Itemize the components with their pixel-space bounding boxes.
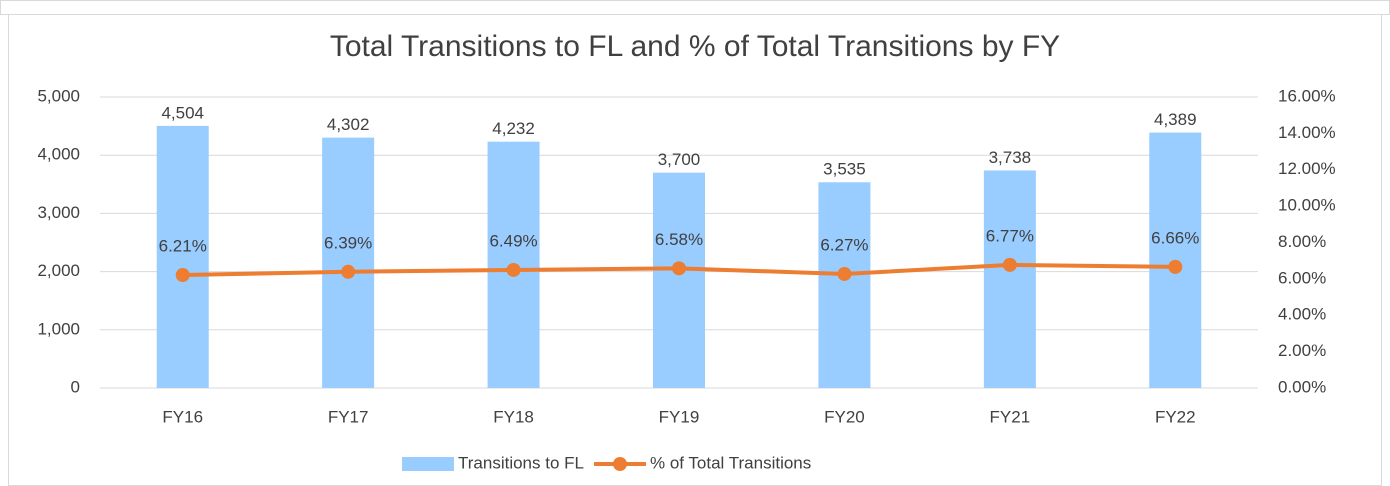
legend-swatch (402, 457, 454, 471)
cell-row (0, 0, 1390, 15)
line-marker (506, 262, 521, 277)
y2-tick-label: 10.00% (1278, 196, 1336, 215)
chart-title: Total Transitions to FL and % of Total T… (330, 30, 1060, 63)
bar (322, 137, 375, 388)
line-value-label: 6.77% (986, 226, 1034, 245)
line-marker (1002, 257, 1017, 272)
line-value-label: 6.27% (820, 235, 868, 254)
x-tick-label: FY16 (162, 407, 203, 426)
line-value-label: 6.66% (1151, 228, 1199, 247)
legend-marker (612, 457, 627, 471)
bar-value-label: 4,504 (161, 103, 204, 122)
line-marker (175, 268, 190, 283)
bar (653, 172, 705, 388)
bar (983, 170, 1036, 388)
line-value-label: 6.21% (159, 237, 207, 256)
legend-label: % of Total Transitions (650, 453, 811, 472)
y2-tick-label: 8.00% (1278, 232, 1326, 251)
y2-tick-label: 6.00% (1278, 268, 1326, 287)
bar-value-label: 4,302 (327, 115, 370, 134)
y-tick-label: 2,000 (37, 261, 80, 280)
y2-tick-label: 2.00% (1278, 341, 1326, 360)
x-tick-label: FY19 (659, 407, 700, 426)
y-tick-label: 0 (71, 377, 80, 396)
line-value-label: 6.39% (324, 233, 372, 252)
bar (156, 125, 209, 389)
line-marker (837, 266, 852, 281)
legend-label: Transitions to FL (458, 453, 584, 472)
line-marker (1168, 259, 1183, 274)
y-tick-label: 4,000 (37, 145, 80, 164)
line-value-label: 6.58% (655, 230, 703, 249)
bar-value-label: 4,232 (492, 119, 535, 138)
bar-value-label: 4,389 (1154, 110, 1197, 129)
bar-value-label: 3,535 (823, 160, 866, 179)
y2-tick-label: 0.00% (1278, 377, 1326, 396)
x-tick-label: FY21 (990, 407, 1031, 426)
line-marker (341, 264, 356, 279)
x-tick-label: FY17 (328, 407, 369, 426)
bar-value-label: 3,738 (989, 148, 1032, 167)
bar (818, 182, 871, 388)
y2-tick-label: 14.00% (1278, 123, 1336, 142)
x-tick-label: FY18 (493, 407, 534, 426)
y-tick-label: 5,000 (37, 86, 80, 105)
x-tick-label: FY20 (824, 407, 865, 426)
y-tick-label: 3,000 (37, 203, 80, 222)
line-value-label: 6.49% (489, 231, 537, 250)
y2-tick-label: 16.00% (1278, 86, 1336, 105)
y2-tick-label: 12.00% (1278, 159, 1336, 178)
x-tick-label: FY22 (1155, 407, 1196, 426)
y-tick-label: 1,000 (37, 319, 80, 338)
y2-tick-label: 4.00% (1278, 305, 1326, 324)
line-marker (672, 261, 686, 276)
bar-value-label: 3,700 (658, 150, 701, 169)
